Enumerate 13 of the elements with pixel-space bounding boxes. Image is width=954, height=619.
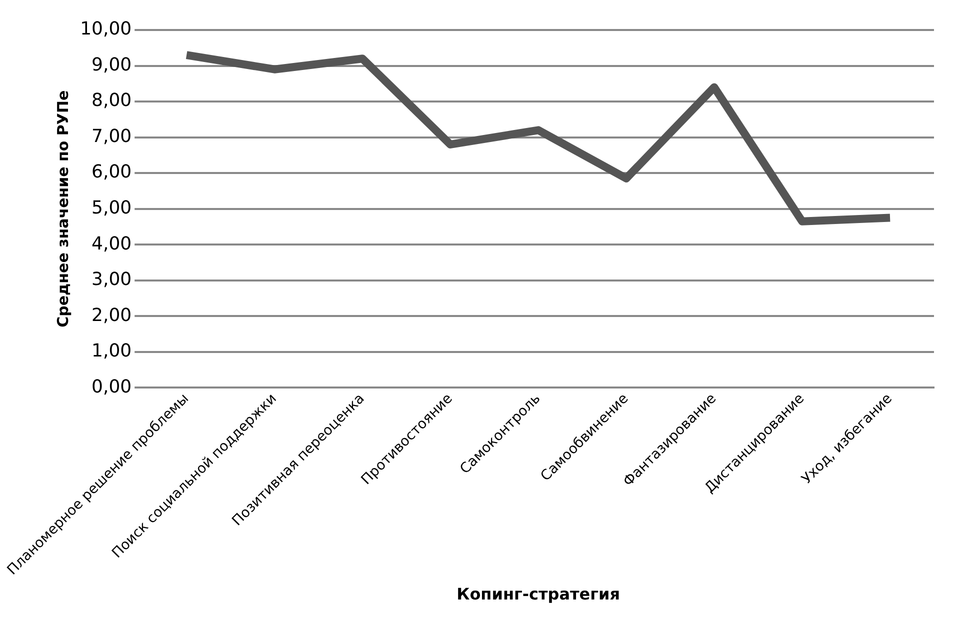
y-tick-label: 7,00 — [92, 126, 132, 147]
y-tick-label: 4,00 — [92, 233, 132, 254]
x-axis-title: Копинг-стратегия — [456, 584, 620, 604]
y-tick-label: 0,00 — [92, 376, 132, 398]
y-tick-label: 5,00 — [92, 198, 132, 218]
y-tick-label: 1,00 — [92, 340, 132, 362]
y-tick-label: 6,00 — [92, 162, 132, 183]
y-tick-label: 8,00 — [92, 90, 132, 112]
y-tick-label: 9,00 — [92, 54, 132, 76]
y-tick-label: 3,00 — [92, 269, 132, 290]
y-tick-label: 2,00 — [92, 304, 132, 326]
y-tick-label: 10,00 — [80, 18, 132, 40]
y-axis-title: Среднее значение по РУПе — [54, 90, 72, 328]
